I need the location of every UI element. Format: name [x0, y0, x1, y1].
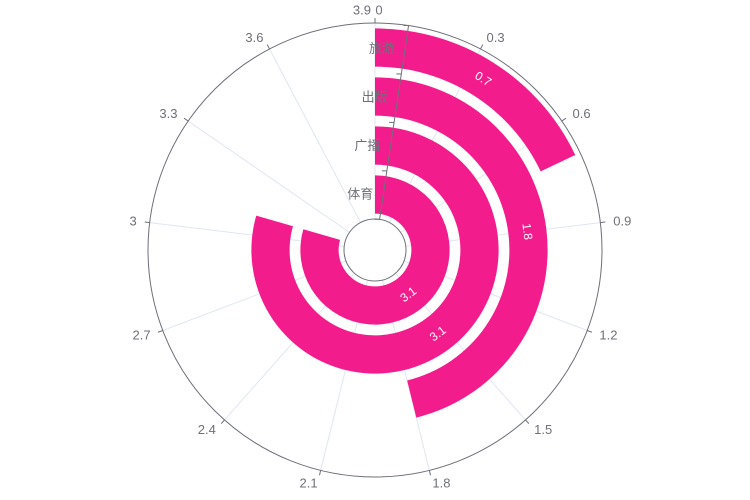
angle-tick	[144, 221, 150, 224]
angle-tick-label: 2.4	[198, 422, 216, 437]
bar	[375, 28, 576, 172]
split-line	[187, 120, 350, 233]
angle-tick-label: 3.9	[353, 3, 371, 18]
category-label: 体育	[347, 187, 373, 203]
bar	[251, 126, 499, 374]
angle-tick	[428, 470, 432, 476]
angle-tick-label: 1.8	[432, 476, 450, 491]
angle-tick	[266, 44, 270, 50]
angle-tick	[220, 419, 225, 424]
category-label: 旅游	[369, 42, 395, 57]
angle-tick	[480, 44, 484, 50]
angle-tick-label: 0	[375, 3, 382, 18]
data-label: 1.8	[519, 222, 535, 241]
category-label: 出版	[362, 91, 388, 106]
angle-tick	[318, 470, 322, 476]
angle-tick	[525, 419, 530, 424]
angle-tick	[587, 330, 593, 333]
angle-tick-label: 3.6	[245, 30, 263, 45]
split-line	[269, 48, 362, 223]
angle-axis: 0 0.3 0.6 0.9 1.2 1.5 1.8 2.1 2.4 2.7 3 3.3 3.6 3.9	[130, 3, 632, 491]
category-label: 广播	[354, 139, 380, 154]
inner-circle	[343, 218, 407, 282]
angle-tick	[600, 221, 606, 224]
angle-tick-label: 0.9	[613, 214, 631, 229]
bar	[300, 175, 450, 325]
angle-tick-label: 1.2	[599, 328, 617, 343]
angle-tick-label: 2.1	[299, 476, 317, 491]
angle-tick	[561, 117, 567, 122]
angle-tick-label: 2.7	[133, 328, 151, 343]
angle-tick-label: 3.3	[159, 106, 177, 121]
angle-tick	[157, 330, 163, 333]
bars	[251, 28, 576, 418]
radius-axis: 体育 广播 出版 旅游	[347, 24, 410, 220]
angle-tick-label: 1.5	[534, 422, 552, 437]
angle-tick-label: 0.3	[487, 30, 505, 45]
angle-tick	[183, 117, 189, 122]
bar	[375, 77, 548, 418]
angle-tick-label: 0.6	[573, 106, 591, 121]
angle-tick-label: 3	[130, 214, 137, 229]
